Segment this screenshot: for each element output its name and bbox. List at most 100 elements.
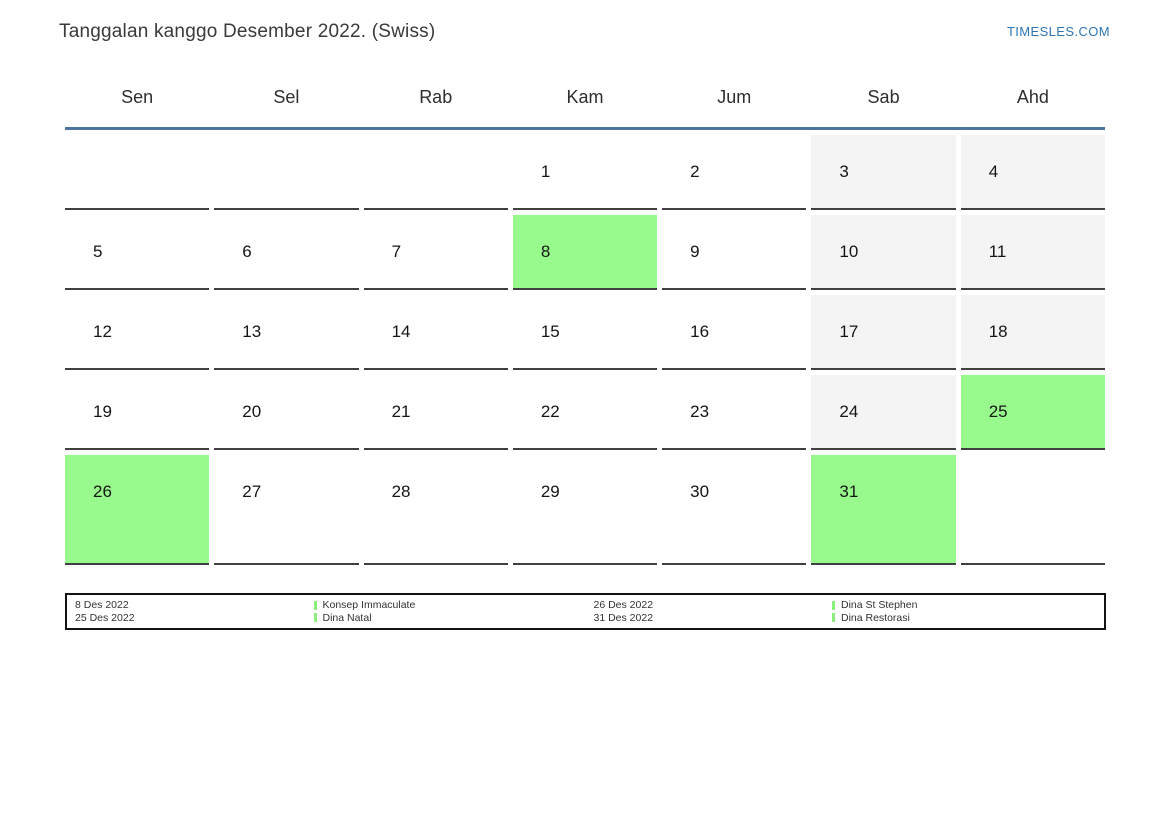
legend-events-group-2: Dina St Stephen Dina Restorasi: [824, 599, 1104, 624]
legend-box: 8 Des 2022 25 Des 2022 Konsep Immaculate…: [65, 593, 1106, 630]
day-number: 1: [540, 162, 551, 181]
day-cell-25: 25: [960, 375, 1105, 450]
day-cell-empty: [960, 455, 1105, 565]
weekday-header-sen: Sen: [121, 87, 154, 107]
day-number: 9: [690, 242, 700, 261]
legend-event: Dina St Stephen: [831, 599, 1104, 612]
day-cell-12: 12: [65, 295, 210, 370]
day-number: 28: [391, 482, 411, 501]
day-cell-24: 24: [811, 375, 956, 450]
day-cell-28: 28: [363, 455, 508, 565]
legend-date: 25 Des 2022: [75, 611, 135, 624]
legend-date: 8 Des 2022: [75, 599, 129, 611]
weekday-header-sab: Sab: [867, 87, 900, 107]
day-cell-21: 21: [363, 375, 508, 450]
day-number: 21: [391, 402, 411, 421]
legend-event: Dina Natal: [313, 611, 586, 625]
legend-date: 26 Des 2022: [593, 599, 654, 611]
day-cell-14: 14: [363, 295, 508, 370]
day-number: 18: [988, 322, 1008, 341]
day-cell-2: 2: [662, 135, 807, 210]
day-cell-empty: [214, 135, 359, 210]
weekday-header-sel: Sel: [273, 87, 300, 107]
legend-events-group-1: Konsep Immaculate Dina Natal: [306, 599, 586, 624]
day-cell-31: 31: [811, 455, 956, 565]
day-cell-empty: [65, 135, 210, 210]
day-number: 23: [690, 402, 710, 421]
day-number: 19: [93, 402, 112, 421]
day-number: 16: [690, 322, 710, 341]
weekday-header-kam: Kam: [566, 87, 604, 107]
event-marker-icon: [831, 600, 835, 610]
day-cell-4: 4: [960, 135, 1105, 210]
legend-event: Dina Restorasi: [831, 611, 1104, 625]
legend-dates-group-2: 26 Des 2022 31 Des 2022: [585, 599, 824, 624]
day-cell-30: 30: [662, 455, 807, 565]
day-cell-6: 6: [214, 215, 359, 290]
legend-event-label: Konsep Immaculate: [322, 599, 416, 611]
legend-event-label: Dina Restorasi: [840, 611, 910, 624]
weekday-header-ahd: Ahd: [1016, 87, 1049, 107]
brand-link[interactable]: TIMESLES.COM: [1006, 24, 1110, 39]
page-title: Tanggalan kanggo Desember 2022. (Swiss): [59, 21, 436, 42]
legend-event: Konsep Immaculate: [313, 599, 586, 612]
day-cell-17: 17: [811, 295, 956, 370]
day-number: 15: [540, 322, 560, 341]
day-number: 25: [988, 402, 1008, 421]
day-cell-7: 7: [363, 215, 508, 290]
day-number: 14: [391, 322, 411, 341]
day-cell-27: 27: [214, 455, 359, 565]
event-marker-icon: [313, 600, 317, 610]
day-number: 24: [839, 402, 859, 421]
day-cell-3: 3: [811, 135, 956, 210]
event-marker-icon: [313, 613, 317, 623]
day-cell-22: 22: [512, 375, 658, 450]
day-number: 20: [242, 402, 262, 421]
day-cell-11: 11: [960, 215, 1105, 290]
day-cell-23: 23: [662, 375, 807, 450]
weekday-header-jum: Jum: [717, 87, 752, 107]
day-number: 2: [690, 162, 700, 181]
day-number: 29: [540, 482, 560, 501]
day-number: 30: [690, 482, 710, 501]
day-number: 12: [93, 322, 112, 341]
day-number: 27: [242, 482, 262, 501]
legend-event-label: Dina Natal: [322, 611, 372, 624]
day-number: 4: [988, 162, 999, 181]
day-cell-5: 5: [65, 215, 210, 290]
day-cell-19: 19: [65, 375, 210, 450]
day-number: 17: [839, 322, 859, 341]
day-number: 6: [242, 242, 252, 261]
weekday-header-rab: Rab: [419, 87, 453, 107]
day-cell-13: 13: [214, 295, 359, 370]
day-cell-26: 26: [65, 455, 210, 565]
day-number: 13: [242, 322, 262, 341]
day-cell-29: 29: [512, 455, 658, 565]
day-number: 31: [839, 482, 859, 501]
day-number: 5: [93, 242, 103, 261]
day-number: 10: [839, 242, 859, 261]
day-number: 7: [391, 242, 402, 261]
calendar: Sen Sel Rab Kam Jum Sab Ahd 1 2 3 4 5 6 7 8 9 10 1…: [65, 86, 1105, 565]
day-cell-20: 20: [214, 375, 359, 450]
day-cell-empty: [363, 135, 508, 210]
day-cell-16: 16: [662, 295, 807, 370]
legend-dates-group-1: 8 Des 2022 25 Des 2022: [67, 599, 306, 624]
day-number: 11: [988, 242, 1007, 261]
weekday-header-row: Sen Sel Rab Kam Jum Sab Ahd: [65, 86, 1105, 130]
day-number: 3: [839, 162, 849, 181]
day-cell-18: 18: [960, 295, 1105, 370]
day-cell-15: 15: [512, 295, 658, 370]
day-cell-1: 1: [512, 135, 658, 210]
day-number: 8: [540, 242, 551, 261]
day-cell-8: 8: [512, 215, 658, 290]
day-cell-10: 10: [811, 215, 956, 290]
event-marker-icon: [831, 613, 835, 623]
day-cell-9: 9: [662, 215, 807, 290]
day-number: 26: [93, 482, 112, 501]
day-grid: 1 2 3 4 5 6 7 8 9 10 11 12 13 14 15 16 17 18 19 20 21 22 23 24 2…: [65, 135, 1105, 565]
legend-date: 31 Des 2022: [593, 611, 654, 624]
day-number: 22: [540, 402, 560, 421]
legend-event-label: Dina St Stephen: [840, 599, 918, 611]
